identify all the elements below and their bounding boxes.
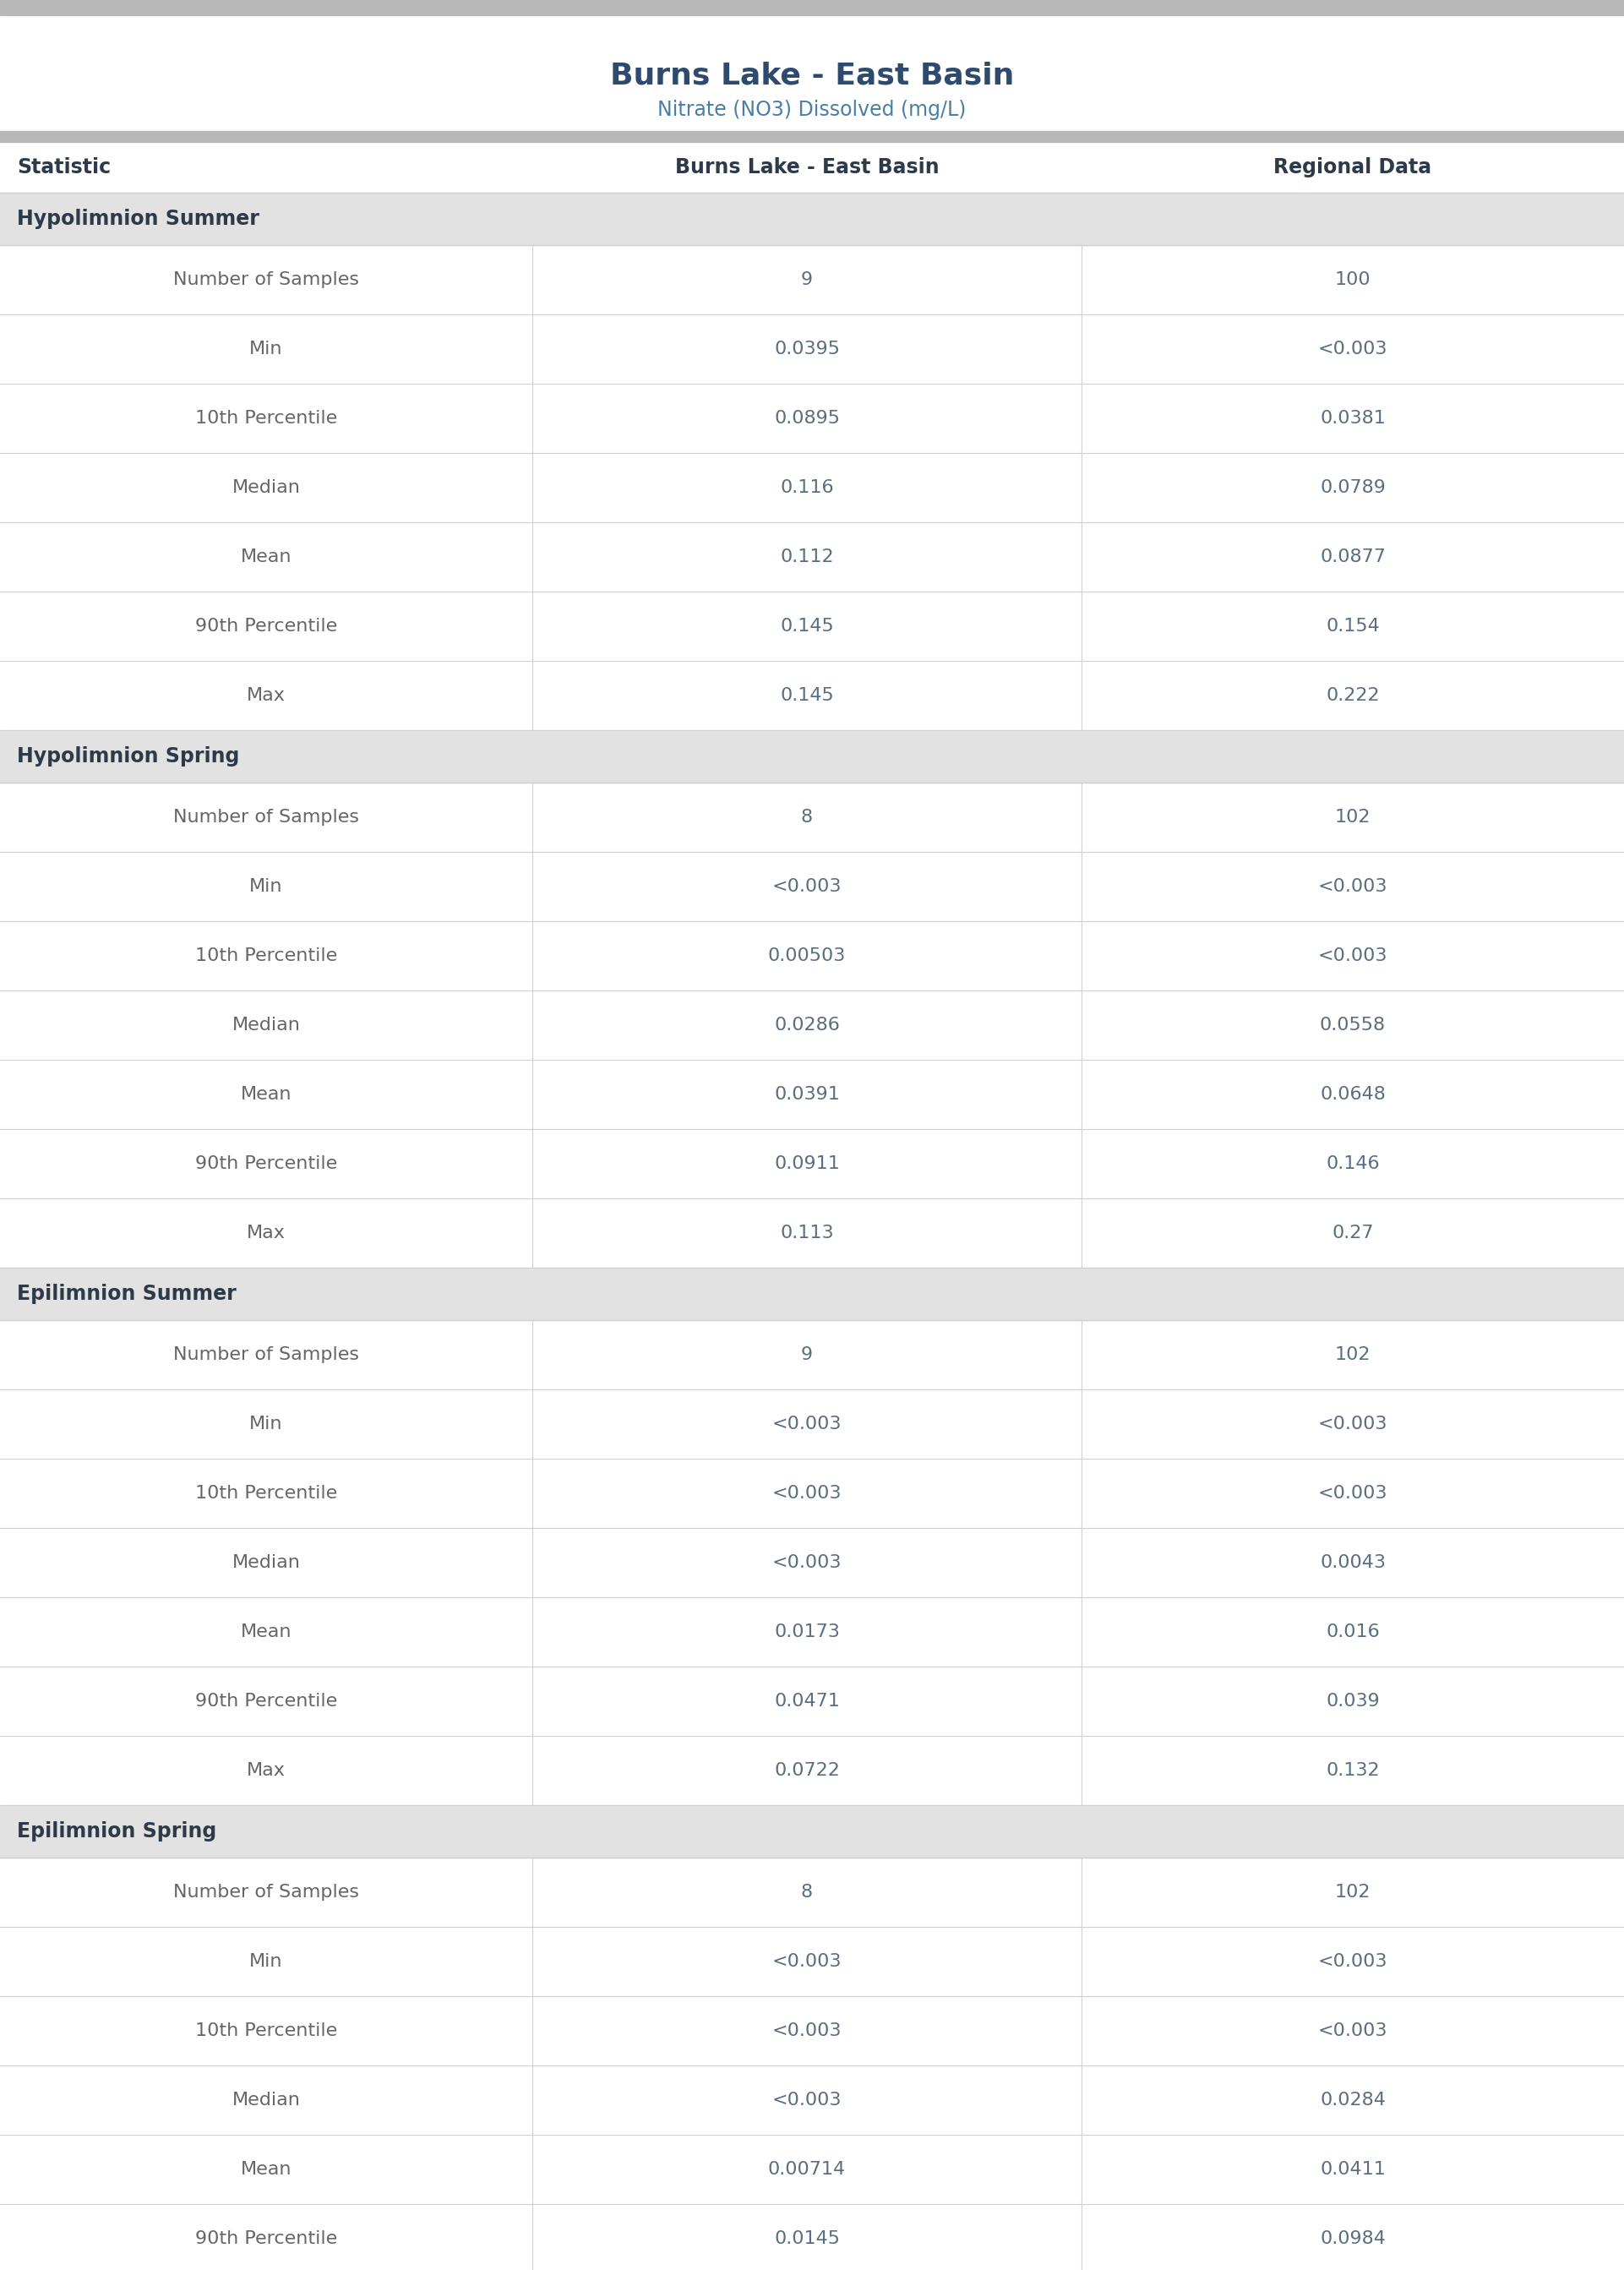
Text: Min: Min	[250, 878, 283, 894]
Text: 10th Percentile: 10th Percentile	[195, 947, 338, 965]
Text: Max: Max	[247, 1762, 286, 1780]
Text: <0.003: <0.003	[771, 1416, 841, 1432]
Text: 0.154: 0.154	[1325, 617, 1380, 636]
Text: Mean: Mean	[240, 1085, 292, 1103]
Text: <0.003: <0.003	[771, 2023, 841, 2038]
Text: 0.146: 0.146	[1325, 1155, 1380, 1171]
Text: <0.003: <0.003	[1319, 947, 1387, 965]
Text: 0.0911: 0.0911	[775, 1155, 840, 1171]
Text: <0.003: <0.003	[1319, 1952, 1387, 1970]
Text: Median: Median	[232, 2091, 300, 2109]
Text: Burns Lake - East Basin: Burns Lake - East Basin	[611, 61, 1013, 91]
Text: Number of Samples: Number of Samples	[174, 272, 359, 288]
Text: 0.112: 0.112	[780, 549, 833, 565]
Text: 0.0381: 0.0381	[1320, 411, 1385, 427]
Text: 0.0789: 0.0789	[1320, 479, 1385, 497]
Text: Regional Data: Regional Data	[1273, 157, 1432, 177]
Text: 0.0391: 0.0391	[775, 1085, 840, 1103]
Text: 0.0411: 0.0411	[1320, 2161, 1385, 2177]
Text: 0.00503: 0.00503	[768, 947, 846, 965]
Text: 102: 102	[1335, 808, 1371, 826]
Text: Mean: Mean	[240, 549, 292, 565]
Text: <0.003: <0.003	[1319, 1485, 1387, 1503]
Text: Median: Median	[232, 1555, 300, 1571]
Text: Mean: Mean	[240, 2161, 292, 2177]
Text: 10th Percentile: 10th Percentile	[195, 1485, 338, 1503]
Text: 0.0286: 0.0286	[775, 1017, 840, 1033]
Text: Min: Min	[250, 340, 283, 356]
Text: 0.0558: 0.0558	[1320, 1017, 1385, 1033]
Text: <0.003: <0.003	[1319, 878, 1387, 894]
Text: 10th Percentile: 10th Percentile	[195, 2023, 338, 2038]
Text: 8: 8	[801, 808, 814, 826]
Text: 0.0145: 0.0145	[775, 2231, 840, 2247]
Text: 0.0877: 0.0877	[1320, 549, 1385, 565]
Text: 0.145: 0.145	[780, 688, 833, 704]
Text: 90th Percentile: 90th Percentile	[195, 617, 338, 636]
Text: 0.222: 0.222	[1325, 688, 1380, 704]
Text: Nitrate (NO3) Dissolved (mg/L): Nitrate (NO3) Dissolved (mg/L)	[658, 100, 966, 120]
Text: Epilimnion Summer: Epilimnion Summer	[16, 1285, 237, 1303]
Text: Max: Max	[247, 1224, 286, 1242]
Bar	[0, 1267, 1624, 1321]
Text: 9: 9	[801, 1346, 814, 1364]
Text: 0.0395: 0.0395	[775, 340, 840, 356]
Text: <0.003: <0.003	[771, 1555, 841, 1571]
Text: 0.039: 0.039	[1325, 1693, 1380, 1709]
Text: <0.003: <0.003	[771, 1485, 841, 1503]
Text: 90th Percentile: 90th Percentile	[195, 2231, 338, 2247]
Bar	[0, 1805, 1624, 1857]
Text: 0.016: 0.016	[1325, 1623, 1380, 1641]
Text: 0.00714: 0.00714	[768, 2161, 846, 2177]
Bar	[0, 132, 1624, 143]
Text: 0.0043: 0.0043	[1320, 1555, 1385, 1571]
Text: 0.27: 0.27	[1332, 1224, 1374, 1242]
Text: <0.003: <0.003	[1319, 340, 1387, 356]
Text: Number of Samples: Number of Samples	[174, 1346, 359, 1364]
Text: 0.0984: 0.0984	[1320, 2231, 1385, 2247]
Text: Hypolimnion Spring: Hypolimnion Spring	[16, 747, 239, 767]
Text: 90th Percentile: 90th Percentile	[195, 1693, 338, 1709]
Text: Burns Lake - East Basin: Burns Lake - East Basin	[676, 157, 939, 177]
Text: 0.0471: 0.0471	[775, 1693, 840, 1709]
Text: 102: 102	[1335, 1346, 1371, 1364]
Text: Max: Max	[247, 688, 286, 704]
Text: Number of Samples: Number of Samples	[174, 808, 359, 826]
Text: 100: 100	[1335, 272, 1371, 288]
Text: 0.0284: 0.0284	[1320, 2091, 1385, 2109]
Text: 0.0895: 0.0895	[775, 411, 840, 427]
Bar	[0, 0, 1624, 16]
Text: 90th Percentile: 90th Percentile	[195, 1155, 338, 1171]
Text: <0.003: <0.003	[771, 2091, 841, 2109]
Bar	[0, 731, 1624, 783]
Text: 102: 102	[1335, 1884, 1371, 1900]
Text: 0.116: 0.116	[780, 479, 833, 497]
Text: 0.0173: 0.0173	[775, 1623, 840, 1641]
Bar	[0, 193, 1624, 245]
Text: Epilimnion Spring: Epilimnion Spring	[16, 1821, 216, 1841]
Text: Min: Min	[250, 1952, 283, 1970]
Text: 0.113: 0.113	[780, 1224, 833, 1242]
Text: Number of Samples: Number of Samples	[174, 1884, 359, 1900]
Text: 0.0648: 0.0648	[1320, 1085, 1385, 1103]
Text: 8: 8	[801, 1884, 814, 1900]
Text: Hypolimnion Summer: Hypolimnion Summer	[16, 209, 260, 229]
Text: Mean: Mean	[240, 1623, 292, 1641]
Text: 0.132: 0.132	[1325, 1762, 1380, 1780]
Text: <0.003: <0.003	[1319, 1416, 1387, 1432]
Text: Median: Median	[232, 479, 300, 497]
Text: <0.003: <0.003	[771, 1952, 841, 1970]
Text: <0.003: <0.003	[771, 878, 841, 894]
Text: Min: Min	[250, 1416, 283, 1432]
Text: <0.003: <0.003	[1319, 2023, 1387, 2038]
Text: 0.0722: 0.0722	[775, 1762, 840, 1780]
Text: Statistic: Statistic	[16, 157, 110, 177]
Text: 0.145: 0.145	[780, 617, 833, 636]
Text: Median: Median	[232, 1017, 300, 1033]
Text: 10th Percentile: 10th Percentile	[195, 411, 338, 427]
Text: 9: 9	[801, 272, 814, 288]
